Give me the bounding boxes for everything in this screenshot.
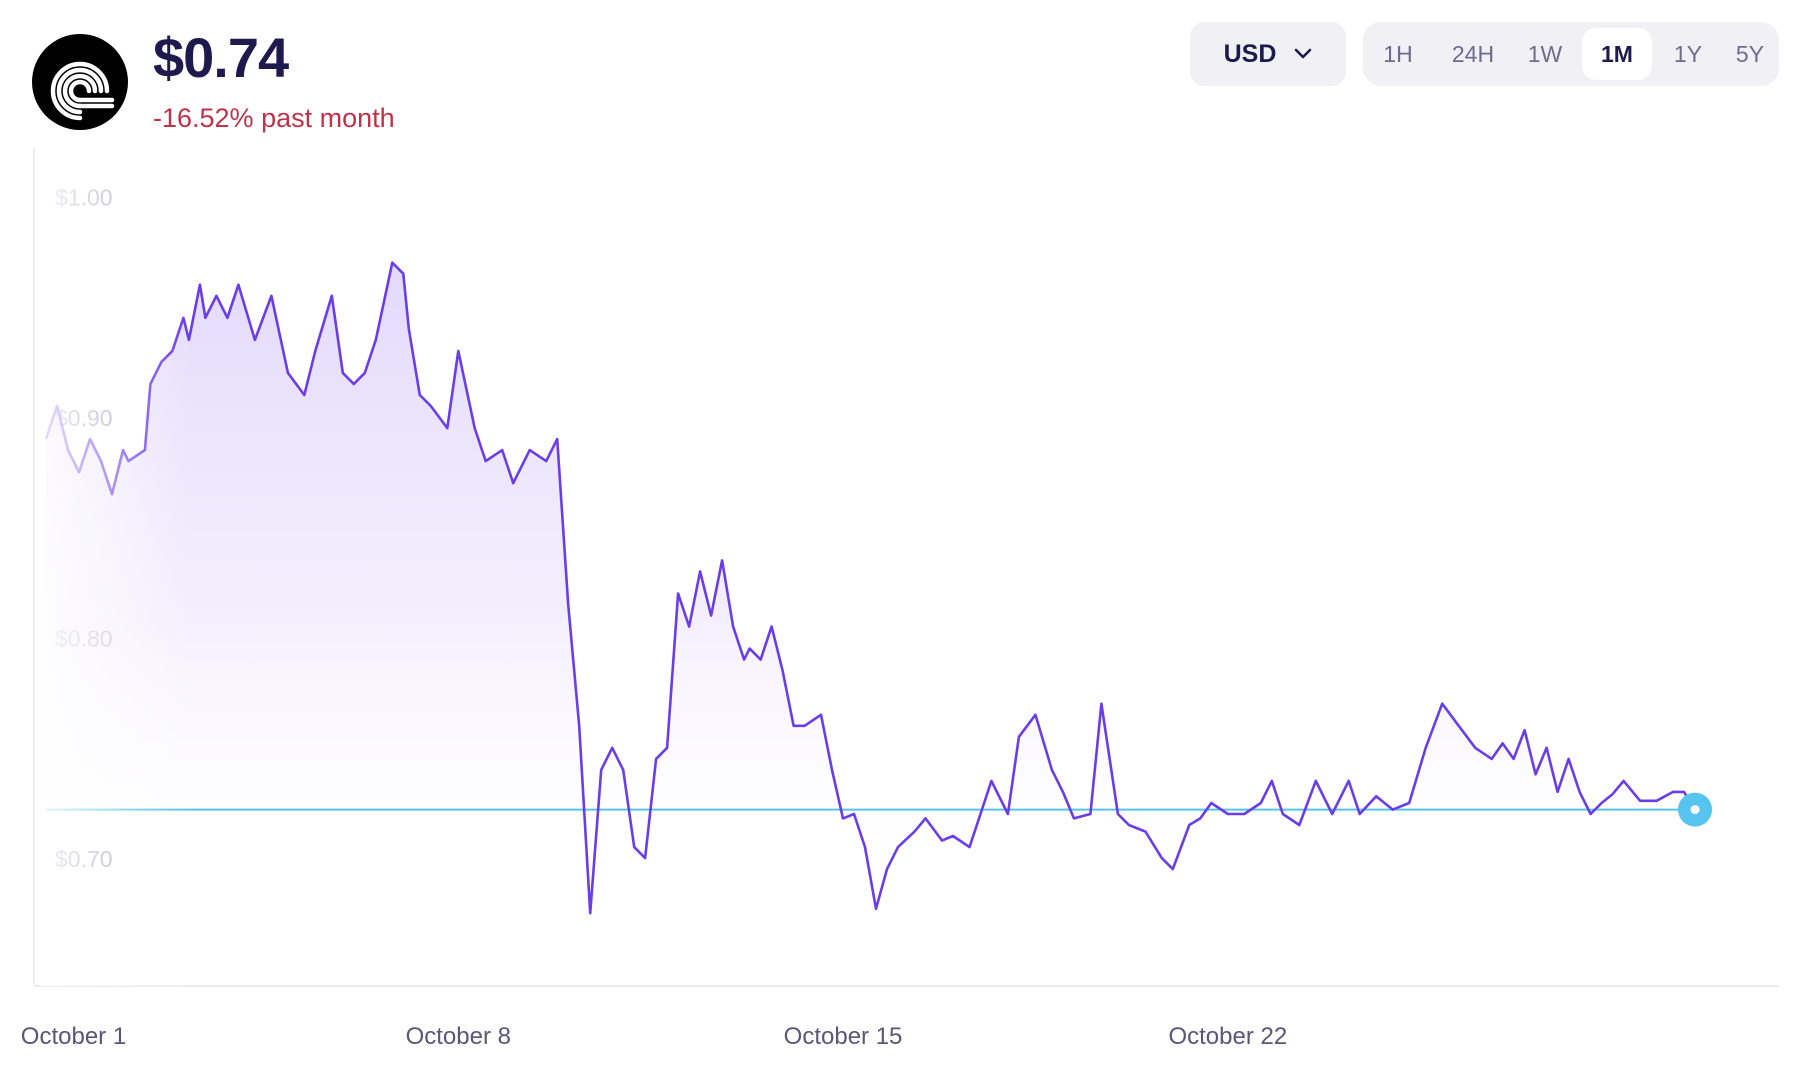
currency-select[interactable]: USD bbox=[1190, 22, 1346, 86]
concentric-circles-logo-icon bbox=[32, 34, 128, 130]
chart-left-fade bbox=[40, 150, 190, 986]
range-tab-1h[interactable]: 1H bbox=[1383, 40, 1413, 67]
x-tick-label: October 22 bbox=[1168, 1023, 1287, 1050]
range-tab-1m[interactable]: 1M bbox=[1582, 28, 1652, 80]
range-tab-24h[interactable]: 24H bbox=[1451, 40, 1495, 67]
x-tick-label: October 8 bbox=[406, 1023, 511, 1050]
chevron-down-icon bbox=[1295, 48, 1312, 59]
range-tab-5y[interactable]: 5Y bbox=[1735, 40, 1765, 67]
price-change: -16.52% past month bbox=[153, 103, 395, 133]
price-series-line bbox=[44, 261, 1697, 915]
x-tick-label: October 15 bbox=[784, 1023, 903, 1050]
price-area-fill bbox=[46, 262, 1695, 914]
current-price-marker[interactable] bbox=[1678, 792, 1713, 827]
range-tab-1y[interactable]: 1Y bbox=[1673, 40, 1703, 67]
x-axis-ticks: October 1 October 8 October 15 October 22 bbox=[21, 1023, 1287, 1050]
time-range-selector: 1H 24H 1W 1M 1Y 5Y bbox=[1363, 22, 1779, 86]
currency-label: USD bbox=[1223, 39, 1277, 68]
marker-inner bbox=[1690, 805, 1700, 815]
current-price: $0.74 bbox=[153, 26, 289, 89]
x-tick-label: October 1 bbox=[21, 1023, 126, 1050]
range-tab-1w[interactable]: 1W bbox=[1527, 40, 1563, 67]
